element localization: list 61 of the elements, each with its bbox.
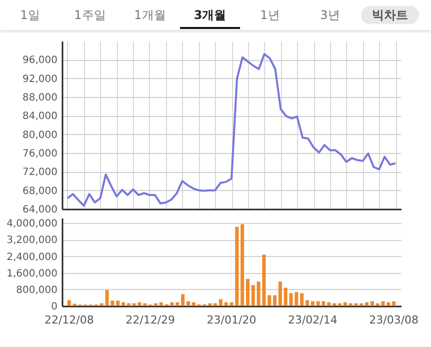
bar (338, 303, 342, 306)
bar (159, 302, 163, 306)
bar (305, 300, 310, 306)
bar (240, 224, 244, 306)
bar (186, 301, 190, 306)
bar (360, 303, 364, 306)
text: 1개월 (133, 7, 167, 24)
bar (181, 294, 185, 306)
y-tick-label: 72,000 (22, 167, 58, 178)
bar (67, 300, 71, 306)
bar (332, 303, 336, 306)
bar (284, 288, 288, 306)
bar (122, 302, 126, 306)
y-tick-label: 64,000 (22, 204, 58, 216)
bar (154, 303, 158, 306)
y-tick-label: 92,000 (22, 74, 58, 85)
y-tick-label: 800,000 (16, 284, 58, 296)
bar (278, 282, 282, 306)
x-tick-label: 22/12/08 (44, 314, 94, 326)
bar (251, 285, 255, 306)
bar (300, 293, 304, 306)
bar (116, 300, 120, 306)
bar (392, 301, 396, 306)
y-tick-label: 88,000 (22, 92, 58, 104)
bar (132, 303, 136, 306)
y-tick-label: 76,000 (22, 148, 58, 160)
bar (365, 302, 369, 306)
y-tick-label: 80,000 (22, 130, 58, 141)
y-tick-label: 96,000 (22, 55, 58, 66)
y-tick-label: 68,000 (22, 186, 58, 197)
text: 1일 (19, 7, 41, 24)
text: 1년 (259, 7, 281, 24)
bar (192, 302, 196, 306)
x-tick-label: 23/02/14 (288, 314, 338, 326)
text: 1주일 (73, 7, 107, 24)
y-tick-label: 2,400,000 (6, 252, 58, 263)
bar (327, 302, 331, 306)
y-tick-label: 84,000 (22, 111, 58, 122)
text: 3개월 (192, 7, 228, 24)
bar (273, 295, 277, 306)
text: 3년 (319, 7, 341, 24)
bar (208, 303, 212, 306)
x-tick-label: 23/03/08 (369, 314, 419, 326)
bar (268, 295, 272, 306)
bar (126, 303, 130, 306)
bar (214, 303, 218, 306)
bar (343, 302, 347, 306)
y-tick-label: 4,000,000 (6, 218, 58, 230)
y-tick-label: 1,600,000 (6, 268, 58, 280)
line-series (66, 53, 397, 207)
y-tick-label: 3,200,000 (6, 235, 58, 246)
bar (310, 301, 314, 306)
x-tick-label: 23/01/20 (206, 314, 256, 326)
bar (370, 301, 374, 306)
bar (218, 299, 222, 306)
bar (176, 302, 180, 306)
text: 빅차트 (361, 6, 419, 24)
y-tick-label: 0 (51, 302, 58, 312)
bar (246, 278, 250, 306)
bar (100, 303, 104, 306)
x-tick-label: 22/12/29 (126, 314, 176, 326)
